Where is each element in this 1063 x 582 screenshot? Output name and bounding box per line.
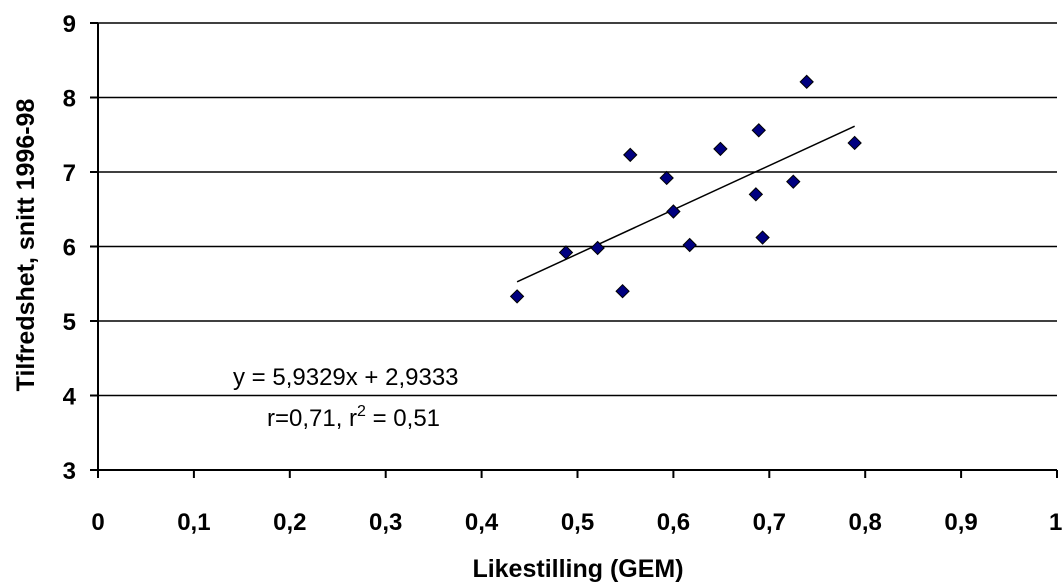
stats-r-label: r=0,71, r [267,405,357,432]
data-point [590,240,605,256]
x-tick-label: 0,2 [273,509,306,536]
x-tick-label: 0,6 [657,509,690,536]
x-tick-label: 0 [91,509,104,536]
data-point [751,123,766,138]
y-tick-label: 7 [63,160,76,187]
data-points [509,74,862,304]
x-tick-label: 0,7 [753,509,786,536]
x-tick-label: 1 [1049,509,1062,536]
trendline-line [516,125,855,283]
data-point [558,245,574,260]
x-tick-label: 0,8 [849,509,882,536]
data-point [623,147,638,163]
data-point [659,170,674,186]
data-point [713,141,728,157]
x-tick-label: 0,3 [369,509,402,536]
data-point [666,204,681,219]
trendline [516,125,855,283]
data-point [755,230,770,245]
y-tick-label: 3 [63,458,76,485]
stats-r2-label: = 0,51 [366,405,440,432]
y-tick-label: 6 [63,235,76,262]
x-tick-label: 0,9 [944,509,977,536]
data-point [748,187,764,202]
trendline-stats: r=0,71, r2 = 0,51 [267,403,440,432]
data-point [682,237,697,253]
trendline-equation: y = 5,9329x + 2,9333 [233,364,459,391]
x-tick-label: 0,4 [465,509,499,536]
data-point [509,289,525,304]
y-tick-label: 5 [63,309,76,336]
stats-superscript: 2 [357,403,366,420]
axes [90,22,1058,478]
data-point [786,174,801,189]
y-tick-label: 4 [63,384,77,411]
data-point [847,135,862,151]
gridlines [98,22,1057,397]
x-tick-label: 0,1 [177,509,210,536]
y-axis-title: Tilfredshet, snitt 1996-98 [12,99,40,392]
y-tick-label: 8 [63,86,76,113]
data-point [799,74,814,90]
data-point [615,283,630,299]
x-tick-label: 0,5 [561,509,594,536]
x-axis-title: Likestilling (GEM) [472,555,683,582]
tick-labels: 3 4 5 6 7 8 9 0 0,1 0,2 0,3 0,4 0,5 0,6 0,7 0,8 0,9 1 [63,11,1063,536]
y-tick-label: 9 [63,11,76,38]
